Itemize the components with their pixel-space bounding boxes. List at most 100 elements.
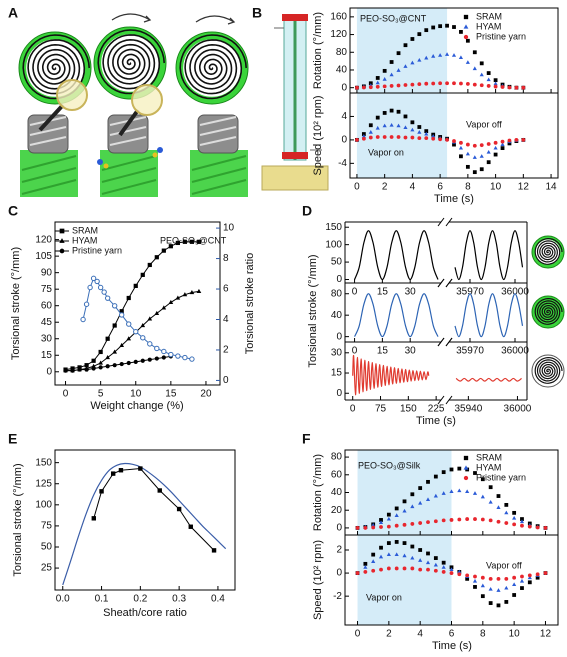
- marker-triangle: [457, 488, 462, 493]
- marker-square: [154, 255, 159, 260]
- marker-circle: [496, 576, 501, 581]
- annotation: PEO-SO₃@CNT: [360, 13, 427, 23]
- marker-square: [472, 50, 477, 55]
- x-tick-label: 10: [490, 182, 502, 193]
- marker-open-circle: [161, 348, 167, 355]
- y-tick-label: 15: [331, 368, 343, 379]
- marker-square: [426, 551, 430, 556]
- marker-triangle: [410, 555, 415, 560]
- legend-label: SRAM: [476, 11, 502, 21]
- marker-circle: [445, 81, 449, 86]
- x-axis-label: Weight change (%): [90, 400, 183, 412]
- marker-circle: [486, 84, 491, 88]
- marker-triangle: [161, 305, 167, 310]
- marker-square: [417, 125, 422, 129]
- marker-triangle: [389, 72, 394, 77]
- marker-square: [138, 466, 143, 471]
- marker-square: [504, 600, 509, 604]
- marker-circle: [473, 574, 477, 579]
- y-tick-label: 105: [35, 251, 52, 262]
- marker-square: [445, 23, 449, 28]
- marker-circle: [480, 575, 485, 580]
- marker-circle: [126, 360, 131, 366]
- marker-triangle: [424, 131, 429, 136]
- marker-triangle: [386, 516, 391, 521]
- marker-open-circle: [94, 278, 100, 285]
- magnifier-handle: [38, 103, 65, 132]
- marker-circle: [463, 34, 469, 40]
- marker-circle: [512, 575, 517, 580]
- marker-triangle: [382, 77, 387, 81]
- marker-circle: [521, 85, 526, 90]
- x-tick-label: 30: [405, 287, 417, 298]
- marker-triangle: [126, 336, 132, 341]
- marker-triangle: [500, 142, 505, 147]
- marker-square: [382, 68, 387, 73]
- y-tick-label: -2: [333, 591, 342, 602]
- marker-square: [375, 76, 380, 80]
- marker-triangle: [433, 493, 438, 498]
- yarn-twist: [199, 116, 237, 146]
- marker-circle: [84, 367, 89, 372]
- marker-triangle: [431, 134, 436, 138]
- y2-axis-label: Torsional stroke ratio: [244, 253, 256, 355]
- marker-circle: [410, 82, 415, 87]
- marker-square: [465, 164, 470, 169]
- marker-open-circle: [104, 295, 111, 301]
- marker-circle: [363, 526, 368, 530]
- marker-triangle: [458, 55, 464, 60]
- marker-square: [196, 239, 202, 244]
- marker-square: [496, 603, 501, 608]
- marker-triangle: [472, 66, 477, 71]
- series-line: [454, 293, 524, 338]
- series-line: [93, 468, 215, 551]
- y-tick-label: 40: [336, 65, 348, 76]
- marker-square: [463, 14, 469, 20]
- marker-circle: [389, 84, 394, 88]
- marker-triangle: [375, 125, 380, 130]
- marker-square: [459, 30, 463, 34]
- marker-square: [486, 160, 491, 165]
- marker-circle: [154, 356, 159, 361]
- x-tick-label: 0: [354, 182, 360, 193]
- x-tick-label: 0: [350, 404, 356, 415]
- marker-circle: [417, 136, 422, 141]
- marker-circle: [504, 576, 509, 581]
- series-line: [455, 377, 522, 382]
- y-tick-label: 0: [336, 523, 342, 534]
- y-tick-label: 50: [41, 542, 53, 553]
- marker-circle: [431, 81, 436, 86]
- y-tick-label: 40: [331, 487, 343, 498]
- x-tick-label: 4: [410, 182, 416, 193]
- y-tick-label: 0: [336, 388, 342, 399]
- marker-open-circle: [133, 328, 139, 335]
- y-tick-label: 20: [331, 505, 343, 516]
- marker-circle: [535, 525, 540, 530]
- marker-circle: [424, 136, 429, 141]
- marker-circle: [452, 81, 456, 86]
- marker-triangle: [512, 582, 517, 587]
- y-axis-label: Torsional stroke (°/mm): [12, 463, 24, 576]
- marker-triangle: [527, 575, 532, 580]
- spiral: [179, 34, 247, 100]
- y2-tick-label: 10: [223, 223, 235, 234]
- annotation: Vapor on: [368, 147, 404, 157]
- x-tick-label: 2: [382, 182, 388, 193]
- y-tick-label: 60: [331, 469, 343, 480]
- marker-square: [119, 309, 124, 314]
- x-axis-label: Time (s): [432, 640, 472, 652]
- marker-square: [410, 120, 415, 125]
- marker-square: [403, 43, 408, 48]
- marker-open-circle: [111, 303, 118, 309]
- marker-circle: [402, 522, 407, 527]
- x-tick-label: 14: [546, 182, 558, 193]
- marker-triangle: [465, 151, 470, 156]
- marker-open-circle: [175, 353, 181, 359]
- x-tick-label: 35940: [454, 404, 482, 415]
- legend-label: Pristine yarn: [72, 245, 122, 255]
- y-tick-label: 80: [331, 288, 343, 299]
- marker-square: [105, 336, 110, 341]
- marker-open-circle: [90, 275, 97, 282]
- y-axis-label: Torsional stroke (°/mm): [10, 247, 22, 360]
- marker-square: [449, 565, 454, 570]
